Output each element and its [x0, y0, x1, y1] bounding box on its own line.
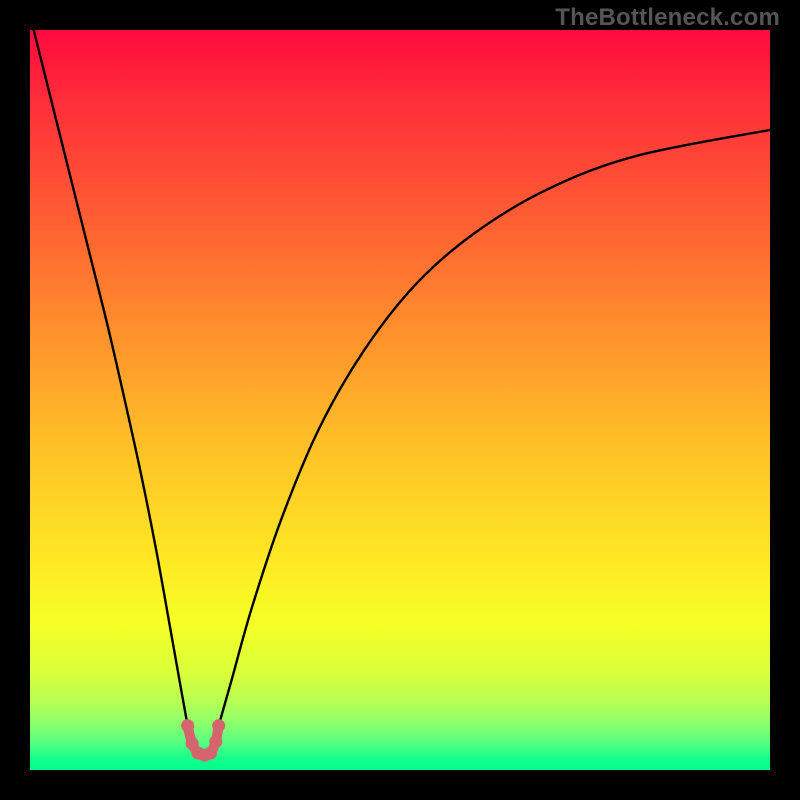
notch-marker	[209, 735, 222, 748]
notch-marker	[204, 746, 217, 759]
chart-overlay-svg	[0, 0, 800, 800]
notch-marker	[181, 719, 194, 732]
notch-marker	[212, 719, 225, 732]
chart-container: TheBottleneck.com	[0, 0, 800, 800]
watermark-label: TheBottleneck.com	[555, 4, 780, 32]
curve-right	[219, 130, 770, 726]
curve-left	[34, 30, 188, 726]
